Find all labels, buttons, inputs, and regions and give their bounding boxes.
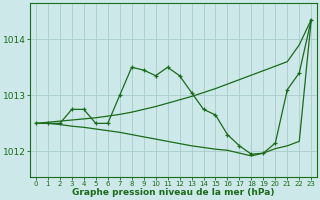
X-axis label: Graphe pression niveau de la mer (hPa): Graphe pression niveau de la mer (hPa)	[72, 188, 275, 197]
